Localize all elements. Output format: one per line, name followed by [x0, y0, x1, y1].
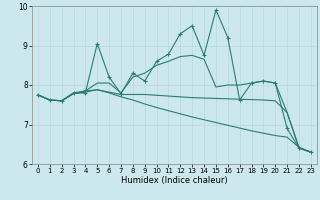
X-axis label: Humidex (Indice chaleur): Humidex (Indice chaleur) [121, 176, 228, 185]
